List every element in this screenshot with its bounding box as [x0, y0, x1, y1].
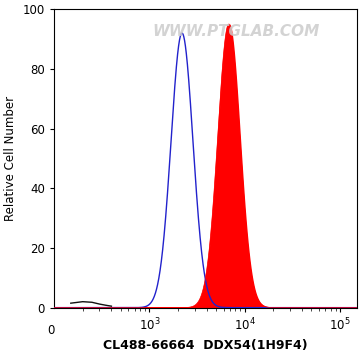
Text: WWW.PTGLAB.COM: WWW.PTGLAB.COM — [152, 24, 319, 39]
Y-axis label: Relative Cell Number: Relative Cell Number — [4, 96, 17, 221]
Text: 0: 0 — [47, 324, 55, 337]
X-axis label: CL488-66664  DDX54(1H9F4): CL488-66664 DDX54(1H9F4) — [103, 339, 308, 352]
